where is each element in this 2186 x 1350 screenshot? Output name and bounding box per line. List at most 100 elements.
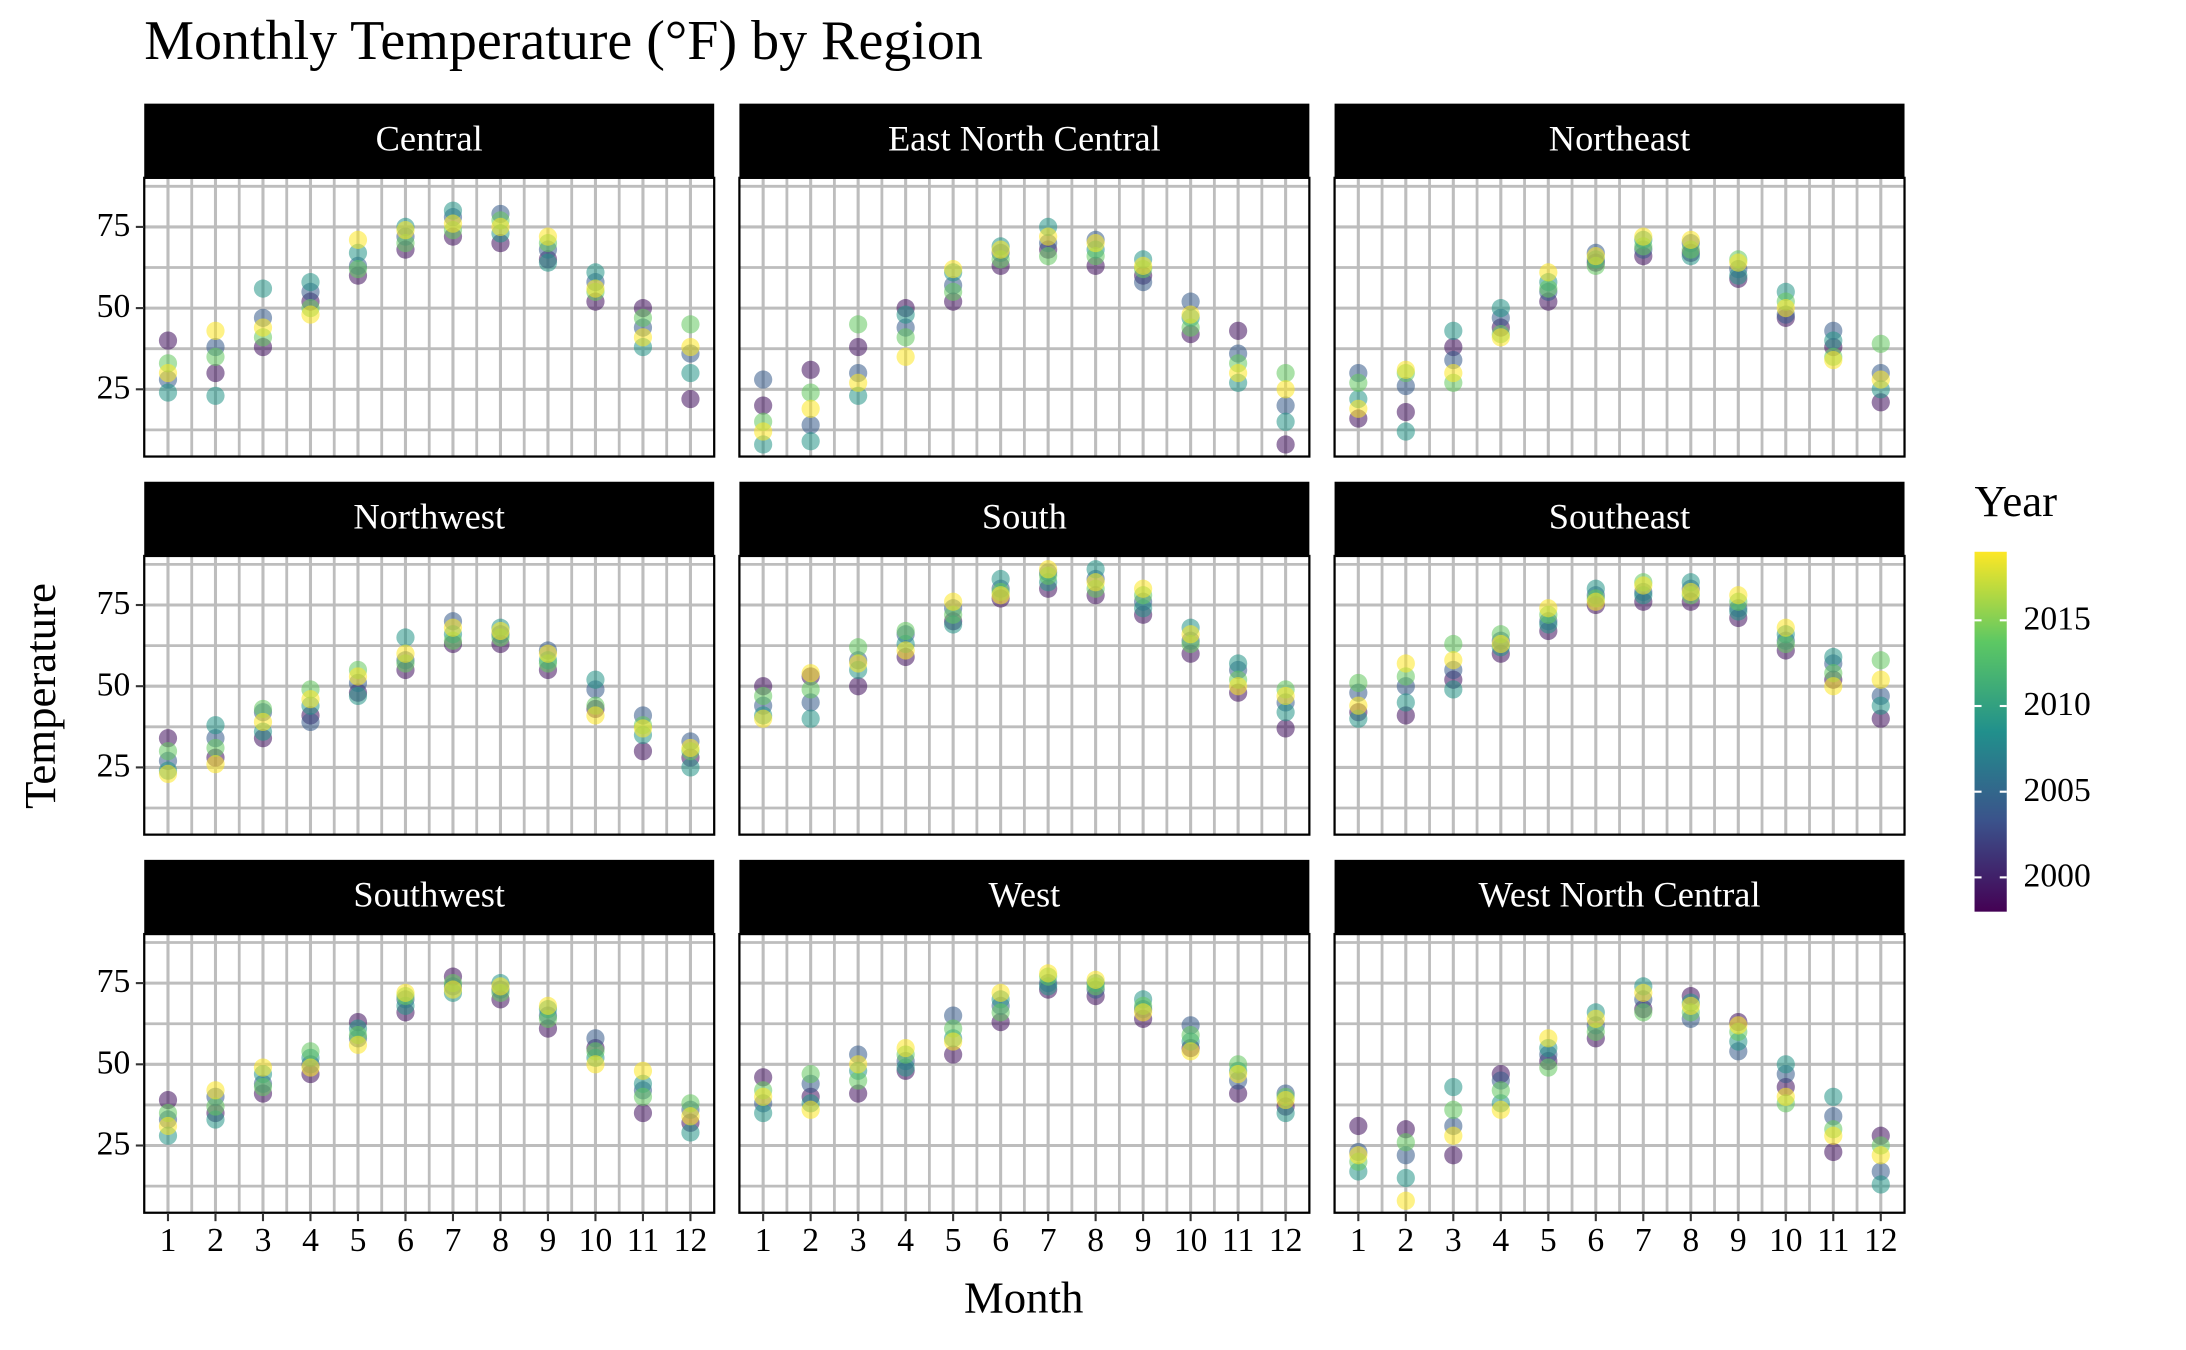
point xyxy=(944,1045,963,1064)
point xyxy=(633,1074,653,1093)
point xyxy=(1396,360,1415,379)
point xyxy=(633,719,653,738)
point xyxy=(206,363,225,383)
point xyxy=(443,980,463,999)
colorbar-label: 2005 xyxy=(2024,772,2091,809)
point xyxy=(681,389,700,409)
point xyxy=(301,273,320,292)
point xyxy=(1276,435,1295,454)
point xyxy=(849,1084,868,1103)
point xyxy=(1396,706,1415,725)
point xyxy=(1586,247,1605,266)
point xyxy=(1729,253,1748,272)
point xyxy=(253,699,273,719)
y-tick-label: 25 xyxy=(97,369,131,406)
point xyxy=(348,667,368,686)
point xyxy=(1634,227,1653,246)
point xyxy=(991,586,1010,605)
point xyxy=(1776,1055,1795,1074)
point xyxy=(633,742,653,761)
x-tick-label: 6 xyxy=(397,1222,414,1259)
point xyxy=(1871,1175,1890,1194)
point xyxy=(801,680,820,699)
facet-title: Central xyxy=(376,119,483,159)
point xyxy=(754,1068,773,1087)
point xyxy=(1871,1146,1890,1165)
point xyxy=(1229,1084,1248,1103)
point xyxy=(1086,970,1105,989)
point xyxy=(1276,1103,1295,1123)
point xyxy=(849,315,868,334)
point xyxy=(1586,592,1605,611)
point xyxy=(1349,1146,1368,1165)
x-tick-label: 2 xyxy=(207,1222,224,1259)
point xyxy=(849,373,868,392)
point xyxy=(301,690,320,709)
point xyxy=(1086,247,1105,266)
x-tick-label: 2 xyxy=(1397,1222,1414,1259)
point xyxy=(348,260,368,279)
facet-title: West North Central xyxy=(1479,875,1761,915)
point xyxy=(1586,1022,1605,1041)
y-tick-label: 50 xyxy=(97,666,131,703)
point xyxy=(896,1058,915,1077)
facet-strip xyxy=(739,481,1310,556)
x-tick-label: 1 xyxy=(1350,1222,1367,1259)
point xyxy=(1181,318,1200,337)
x-tick-label: 11 xyxy=(1222,1222,1254,1259)
point xyxy=(849,386,868,405)
panel-border xyxy=(143,932,716,1214)
x-tick-label: 3 xyxy=(1445,1222,1462,1259)
point xyxy=(1871,393,1890,412)
point xyxy=(1229,363,1248,383)
point xyxy=(1871,334,1890,353)
point xyxy=(1349,399,1368,418)
point xyxy=(1086,234,1105,253)
x-tick-label: 4 xyxy=(302,1222,319,1259)
point xyxy=(1681,230,1700,250)
point xyxy=(1776,618,1795,637)
point xyxy=(801,399,820,418)
point xyxy=(1444,1146,1463,1165)
point xyxy=(1039,247,1058,266)
point xyxy=(586,1029,605,1048)
point xyxy=(1444,651,1463,670)
colorbar xyxy=(1974,551,2007,912)
point xyxy=(849,638,868,657)
point xyxy=(158,331,178,350)
point xyxy=(586,263,605,282)
point xyxy=(206,1097,225,1116)
point xyxy=(944,1006,963,1025)
point xyxy=(1396,667,1415,686)
point xyxy=(1276,396,1295,415)
point xyxy=(801,383,820,402)
point xyxy=(1824,1126,1843,1145)
point xyxy=(206,1110,225,1129)
point xyxy=(1181,305,1200,324)
point xyxy=(1539,279,1558,298)
x-tick-label: 5 xyxy=(1540,1222,1557,1259)
point xyxy=(1349,373,1368,392)
point xyxy=(1871,670,1890,689)
point xyxy=(754,396,773,415)
point xyxy=(301,712,320,732)
point xyxy=(1824,1087,1843,1106)
facet-title: East North Central xyxy=(888,119,1161,159)
point xyxy=(491,621,510,641)
point xyxy=(158,1090,178,1110)
point xyxy=(538,227,558,246)
point xyxy=(253,1058,273,1077)
point xyxy=(253,1077,273,1097)
point xyxy=(1276,686,1295,706)
point xyxy=(1824,350,1843,370)
point xyxy=(348,1035,368,1054)
x-tick-label: 10 xyxy=(579,1222,613,1259)
point xyxy=(1444,1077,1463,1097)
point xyxy=(301,305,320,324)
point xyxy=(396,628,415,647)
point xyxy=(538,644,558,663)
point xyxy=(1276,412,1295,431)
point xyxy=(158,383,178,402)
y-tick-label: 50 xyxy=(97,1044,131,1081)
point xyxy=(1086,573,1105,592)
